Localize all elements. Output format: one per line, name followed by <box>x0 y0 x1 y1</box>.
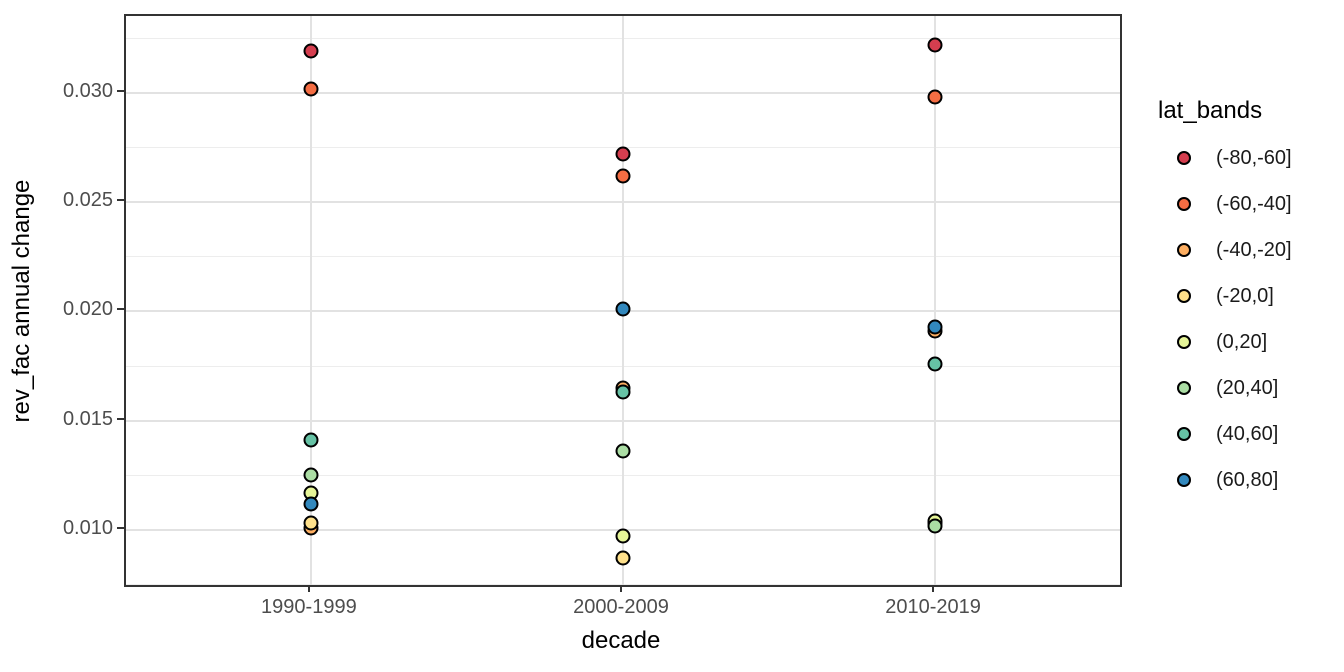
legend-label: (-80,-60] <box>1216 146 1292 169</box>
data-point <box>615 384 631 400</box>
legend-item: (-60,-40] <box>1158 181 1338 227</box>
legend-label: (-60,-40] <box>1216 192 1292 215</box>
x-axis-tick <box>307 585 310 592</box>
data-point <box>927 37 943 53</box>
legend-swatch <box>1177 335 1191 349</box>
legend-swatch <box>1177 197 1191 211</box>
data-point <box>615 168 631 184</box>
x-tick-label: 2000-2009 <box>573 596 669 618</box>
x-tick-label: 1990-1999 <box>261 596 357 618</box>
data-point <box>927 89 943 105</box>
grid-line-vertical <box>622 16 624 585</box>
legend-item: (-20,0] <box>1158 273 1338 319</box>
legend-label: (40,60] <box>1216 422 1279 445</box>
y-axis-tick <box>117 89 124 92</box>
data-point <box>303 43 319 59</box>
legend-title: lat_bands <box>1158 97 1263 124</box>
y-axis-tick <box>117 308 124 311</box>
legend-item: (20,40] <box>1158 365 1338 411</box>
legend-item: (40,60] <box>1158 411 1338 457</box>
plot-panel <box>124 14 1122 587</box>
data-point <box>615 146 631 162</box>
legend-label: (60,80] <box>1216 468 1279 491</box>
legend-swatch <box>1177 381 1191 395</box>
legend-item: (-40,-20] <box>1158 227 1338 273</box>
data-point <box>303 467 319 483</box>
data-point <box>303 515 319 531</box>
legend: lat_bands (-80,-60] (-60,-40] (-40,-20] (-2… <box>1158 97 1338 503</box>
data-point <box>615 528 631 544</box>
data-point <box>303 81 319 97</box>
grid-line-vertical <box>934 16 937 585</box>
y-tick-label: 0.015 <box>62 407 113 430</box>
x-axis-tick <box>932 585 935 592</box>
legend-label: (20,40] <box>1216 376 1279 399</box>
y-tick-label: 0.025 <box>62 189 113 212</box>
y-tick-label: 0.020 <box>62 298 113 321</box>
y-axis-title: rev_fac annual change <box>8 179 35 423</box>
legend-item: (60,80] <box>1158 457 1338 503</box>
data-point <box>927 319 943 335</box>
legend-item: (-80,-60] <box>1158 135 1338 181</box>
data-point <box>615 550 631 566</box>
grid-line-vertical <box>309 16 312 585</box>
legend-item: (0,20] <box>1158 319 1338 365</box>
data-point <box>303 432 319 448</box>
y-axis-tick <box>117 526 124 529</box>
data-point <box>615 301 631 317</box>
data-point <box>615 443 631 459</box>
legend-label: (-40,-20] <box>1216 238 1292 261</box>
y-tick-label: 0.030 <box>62 79 113 102</box>
data-point <box>927 518 943 534</box>
y-axis-tick <box>117 417 124 420</box>
legend-swatch <box>1177 289 1191 303</box>
x-axis-tick <box>620 585 622 592</box>
legend-label: (0,20] <box>1216 330 1268 353</box>
y-axis-tick <box>117 199 124 202</box>
x-tick-label: 2010-2019 <box>885 596 981 618</box>
data-point <box>927 356 943 372</box>
x-axis-title: decade <box>581 627 661 654</box>
legend-swatch <box>1177 427 1191 441</box>
legend-items: (-80,-60] (-60,-40] (-40,-20] (-20,0] (0,20]… <box>1158 135 1338 503</box>
legend-label: (-20,0] <box>1216 284 1274 307</box>
legend-swatch <box>1177 243 1191 257</box>
legend-swatch <box>1177 473 1191 487</box>
data-point <box>303 496 319 512</box>
legend-swatch <box>1177 151 1191 165</box>
y-tick-label: 0.010 <box>62 516 113 539</box>
